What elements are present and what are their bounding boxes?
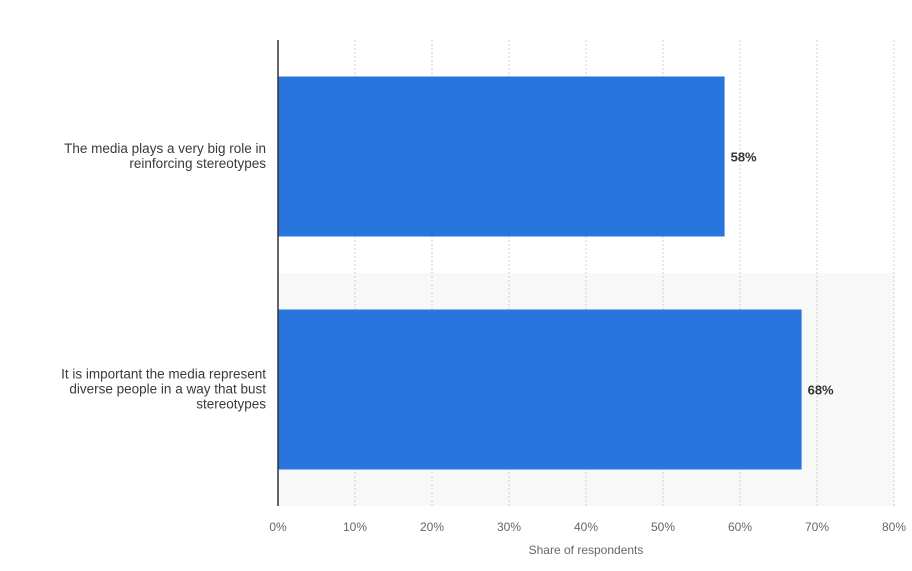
value-label-1: 58% bbox=[731, 150, 757, 165]
x-tick-label-80: 80% bbox=[882, 520, 906, 534]
x-tick-label-40: 40% bbox=[574, 520, 598, 534]
bar-2[interactable] bbox=[278, 309, 802, 470]
x-tick-label-60: 60% bbox=[728, 520, 752, 534]
value-label-2: 68% bbox=[808, 383, 834, 398]
category-labels: The media plays a very big role in reinfo… bbox=[61, 141, 266, 412]
value-labels: 58% 68% bbox=[731, 150, 834, 398]
x-tick-label-30: 30% bbox=[497, 520, 521, 534]
category-label-2: It is important the media represent diver… bbox=[61, 367, 266, 412]
bar-1[interactable] bbox=[278, 76, 725, 237]
x-tick-label-20: 20% bbox=[420, 520, 444, 534]
x-tick-labels: 0% 10% 20% 30% 40% 50% 60% 70% 80% bbox=[269, 520, 906, 534]
x-axis-title: Share of respondents bbox=[529, 543, 644, 557]
x-tick-label-70: 70% bbox=[805, 520, 829, 534]
category-label-1: The media plays a very big role in reinfo… bbox=[64, 141, 266, 171]
x-tick-label-50: 50% bbox=[651, 520, 675, 534]
bars bbox=[278, 76, 802, 470]
x-tick-label-10: 10% bbox=[343, 520, 367, 534]
x-tick-label-0: 0% bbox=[269, 520, 287, 534]
